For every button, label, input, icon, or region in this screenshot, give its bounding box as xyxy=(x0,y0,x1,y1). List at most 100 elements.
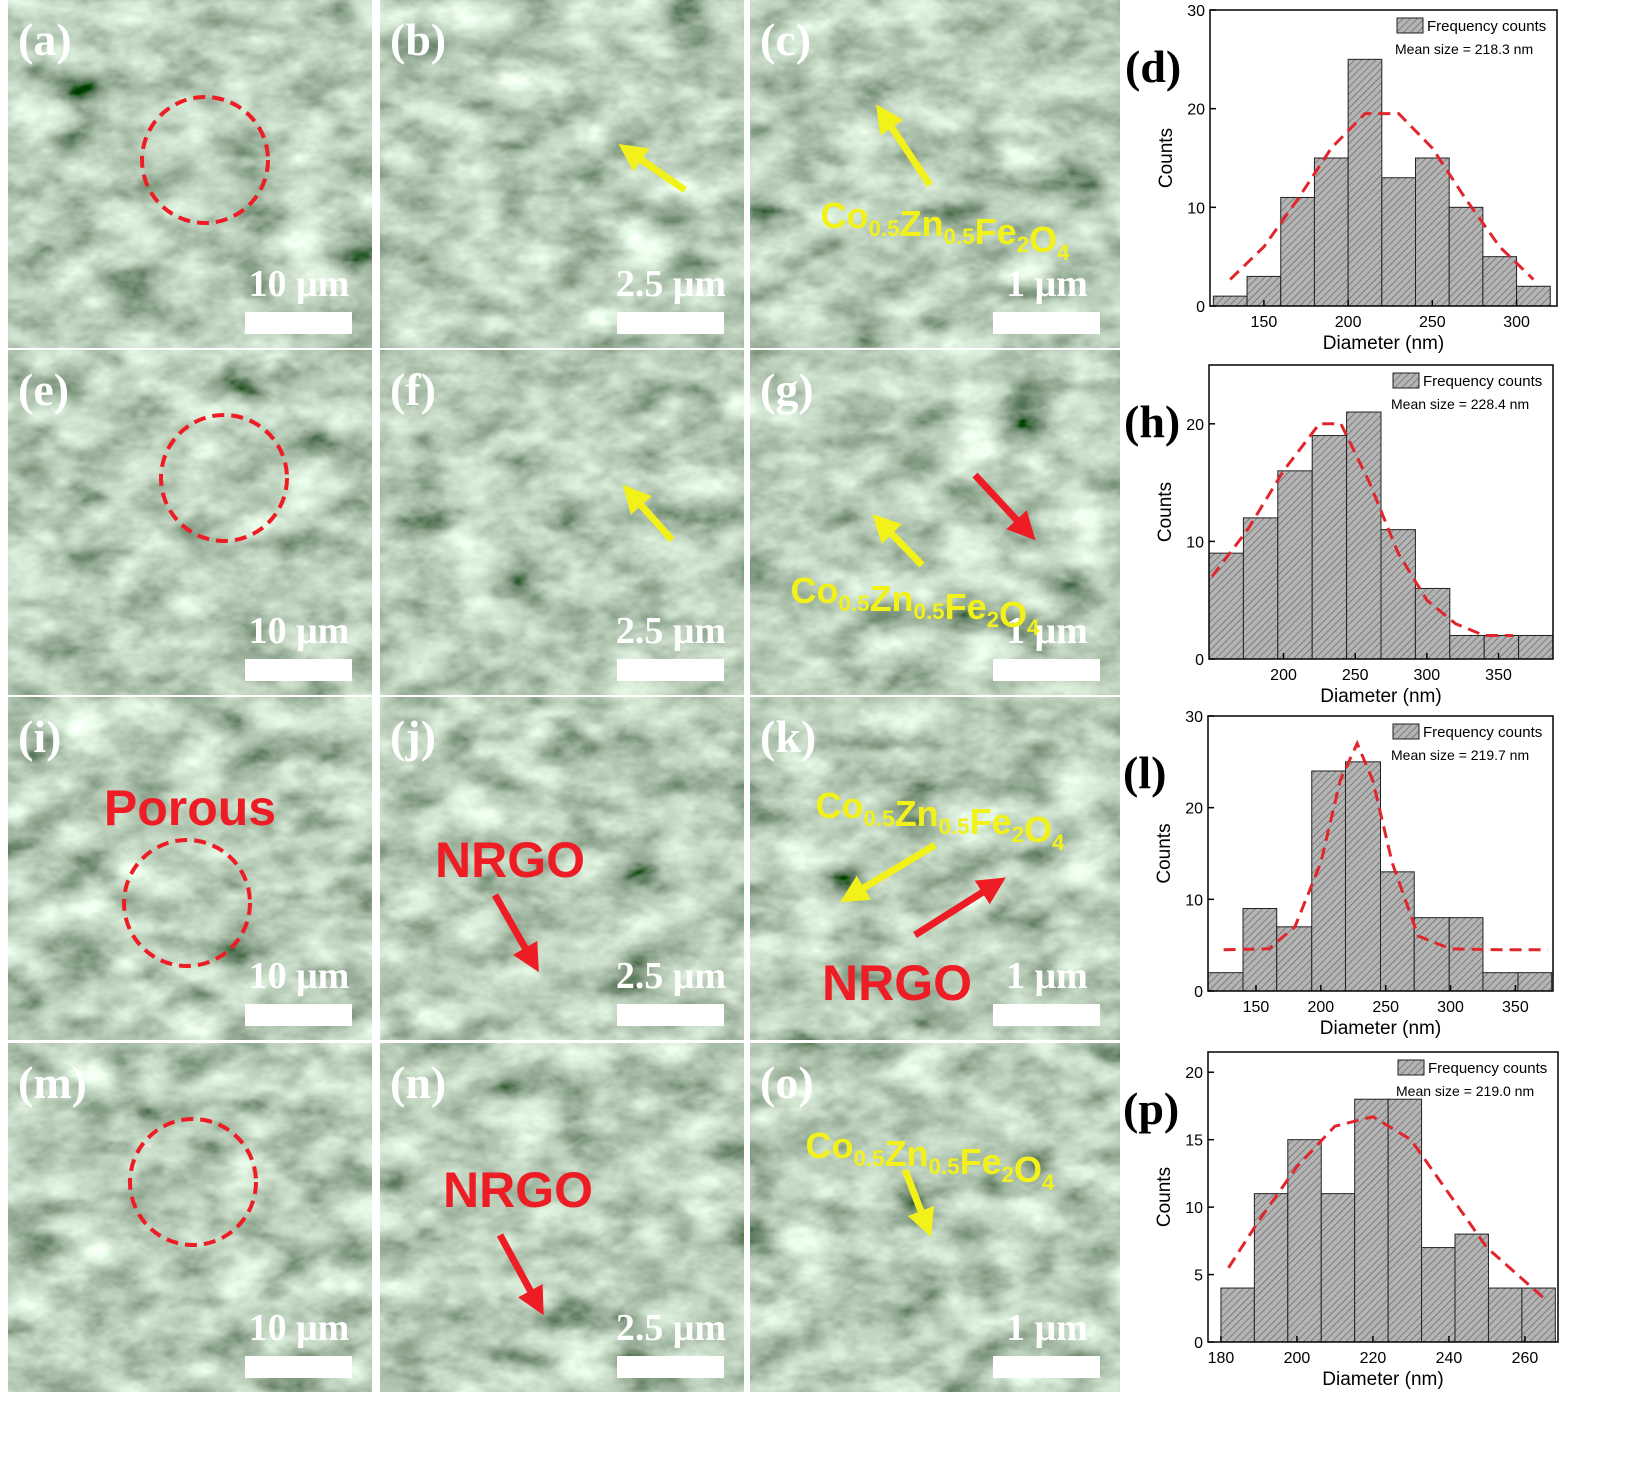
x-tick-label: 250 xyxy=(1342,667,1369,684)
y-tick-label: 0 xyxy=(1194,984,1203,1001)
bar xyxy=(1521,1287,1556,1343)
x-tick-label: 150 xyxy=(1243,999,1270,1016)
legend-swatch xyxy=(1397,1059,1425,1076)
panel-label: (p) xyxy=(1123,1083,1179,1134)
bar xyxy=(1313,157,1349,307)
arrow xyxy=(491,893,539,973)
bar xyxy=(1413,917,1450,992)
y-tick-label: 30 xyxy=(1185,709,1203,726)
y-tick-label: 5 xyxy=(1194,1268,1203,1285)
y-axis-title: Counts xyxy=(1155,482,1176,542)
scale-label: 1 μm xyxy=(1006,263,1088,305)
bar xyxy=(1482,972,1519,992)
scale-label: 10 μm xyxy=(249,1307,350,1349)
legend-label: Frequency counts xyxy=(1428,1060,1547,1077)
y-tick-label: 10 xyxy=(1186,534,1204,551)
sem-panel: (a) 10 μm xyxy=(8,0,372,348)
bar xyxy=(1354,1098,1389,1343)
bar xyxy=(1454,1233,1489,1343)
x-axis-title: Diameter (nm) xyxy=(1322,1369,1443,1390)
panel-label: (j) xyxy=(390,711,436,762)
panel-label: (b) xyxy=(390,14,446,65)
annotation: Mean size = 219.0 nm xyxy=(1396,1083,1534,1099)
sem-image xyxy=(380,350,744,695)
scale-bar xyxy=(993,312,1100,334)
bar xyxy=(1421,1247,1456,1343)
arrow xyxy=(840,842,937,903)
bar xyxy=(1448,917,1484,992)
bar xyxy=(1320,1193,1356,1343)
x-tick-label: 240 xyxy=(1436,1350,1463,1367)
sem-image xyxy=(380,697,744,1040)
scale-bar xyxy=(617,659,724,681)
arrow xyxy=(972,472,1036,541)
scale-label: 1 μm xyxy=(1006,955,1088,997)
annotation: Mean size = 219.7 nm xyxy=(1391,747,1529,763)
panel-label: (c) xyxy=(760,14,811,65)
bar xyxy=(1311,435,1348,660)
legend-swatch xyxy=(1396,17,1424,34)
scale-label: 2.5 μm xyxy=(616,955,726,997)
bar xyxy=(1220,1287,1255,1343)
sem-panel: (b) 2.5 μm xyxy=(380,0,744,348)
sem-image xyxy=(750,0,1120,348)
scale-label: 1 μm xyxy=(1006,610,1088,652)
fit-curve xyxy=(1223,739,1548,952)
y-tick-label: 0 xyxy=(1194,1335,1203,1352)
y-axis-title: Counts xyxy=(1154,823,1175,883)
scale-bar xyxy=(617,312,724,334)
sem-image xyxy=(8,0,372,348)
y-tick-label: 10 xyxy=(1187,200,1205,217)
histogram: 0 5 10 15 20 180 200 220 240 260 Diameter (nm) Coun… xyxy=(1123,1051,1559,1390)
plot-frame xyxy=(1207,1051,1559,1343)
histogram: 0 10 20 200 250 300 350 Diameter (nm) Counts (h) F… xyxy=(1124,364,1554,707)
x-tick-label: 220 xyxy=(1360,1350,1387,1367)
bar xyxy=(1516,285,1551,307)
x-axis-title: Diameter (nm) xyxy=(1320,686,1441,707)
fit-curve xyxy=(1210,422,1513,637)
annotation: NRGO xyxy=(822,955,972,1011)
bar xyxy=(1414,587,1451,660)
scale-label: 1 μm xyxy=(1006,1307,1088,1349)
y-tick-label: 10 xyxy=(1185,1200,1203,1217)
bar xyxy=(1277,470,1313,660)
annotation: Porous xyxy=(104,780,276,836)
sem-image xyxy=(8,1043,372,1392)
bar xyxy=(1212,295,1248,307)
panel-label: (i) xyxy=(18,711,61,762)
bar xyxy=(1242,517,1279,660)
panel-label: (l) xyxy=(1123,747,1166,798)
x-axis-title: Diameter (nm) xyxy=(1323,333,1444,354)
x-axis-title: Diameter (nm) xyxy=(1320,1018,1441,1039)
arrow xyxy=(872,513,925,568)
bar xyxy=(1415,157,1450,307)
y-tick-label: 10 xyxy=(1185,892,1203,909)
x-tick-label: 250 xyxy=(1419,314,1446,331)
sem-image xyxy=(8,350,372,695)
scale-bar xyxy=(617,1004,724,1026)
x-tick-label: 300 xyxy=(1437,999,1464,1016)
panel-label: (d) xyxy=(1125,41,1181,92)
bar xyxy=(1344,761,1381,992)
bar xyxy=(1381,177,1417,307)
scale-bar xyxy=(245,659,352,681)
sem-panel: (k) 1 μm Co0.5Zn0.5Fe2O4 NRGO xyxy=(750,697,1120,1040)
arrow xyxy=(876,104,933,187)
x-tick-label: 200 xyxy=(1284,1350,1311,1367)
y-tick-label: 20 xyxy=(1185,1065,1203,1082)
fit-curve xyxy=(1227,1115,1549,1303)
x-tick-label: 150 xyxy=(1251,314,1278,331)
arrow xyxy=(618,144,687,193)
panel-label: (f) xyxy=(390,364,436,415)
y-tick-label: 0 xyxy=(1196,299,1205,316)
scale-label: 10 μm xyxy=(249,955,350,997)
bar xyxy=(1449,634,1485,660)
x-tick-label: 180 xyxy=(1208,1350,1235,1367)
scale-bar xyxy=(993,1356,1100,1378)
sem-panel: (m) 10 μm xyxy=(8,1043,372,1392)
panel-label: (h) xyxy=(1124,396,1180,447)
bar xyxy=(1346,411,1382,660)
